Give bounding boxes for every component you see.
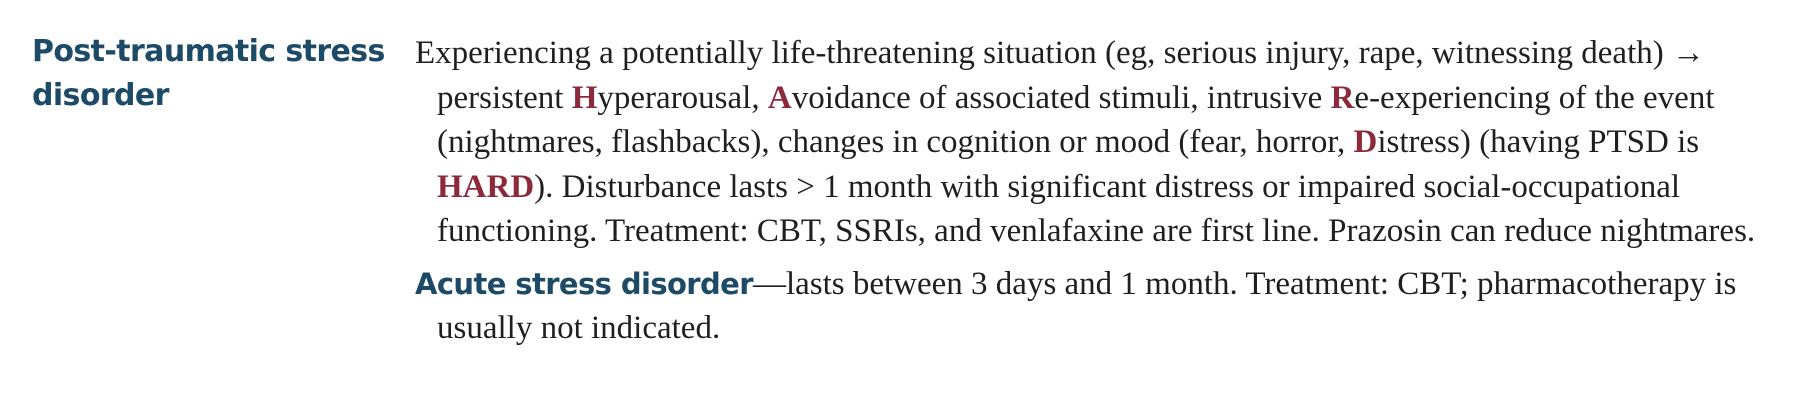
subterm-acute-stress-disorder: Acute stress disorder — [415, 266, 754, 301]
ptsd-definition-paragraph: Experiencing a potentially life-threaten… — [415, 31, 1775, 254]
definition-text: istress) (having PTSD is — [1377, 124, 1700, 160]
mnemonic-letter-d: D — [1353, 124, 1378, 160]
definition-text: yperarousal, — [597, 79, 768, 116]
definition-text: voidance of associated stimuli, intrusiv… — [791, 79, 1331, 116]
definition-text: Experiencing a potentially life-threaten… — [415, 35, 1672, 71]
definition-text: persistent — [437, 79, 572, 116]
acute-stress-paragraph: Acute stress disorder—lasts between 3 da… — [415, 262, 1775, 351]
mnemonic-letter-a: A — [767, 79, 792, 116]
definition-text: e-experiencing of the event (nightmares,… — [437, 79, 1715, 161]
definition-text: —lasts between 3 days and 1 month. Treat… — [437, 265, 1737, 347]
mnemonic-letter-r: R — [1330, 79, 1355, 116]
mnemonic-letter-h: H — [571, 79, 598, 116]
mnemonic-word-hard: HARD — [437, 168, 535, 205]
definition-text: ). Disturbance lasts > 1 month with sign… — [437, 168, 1756, 250]
entry-term: Post-traumatic stress disorder — [32, 34, 385, 113]
entry-definition: Experiencing a potentially life-threaten… — [415, 31, 1775, 351]
arrow-icon: → — [1671, 35, 1705, 71]
